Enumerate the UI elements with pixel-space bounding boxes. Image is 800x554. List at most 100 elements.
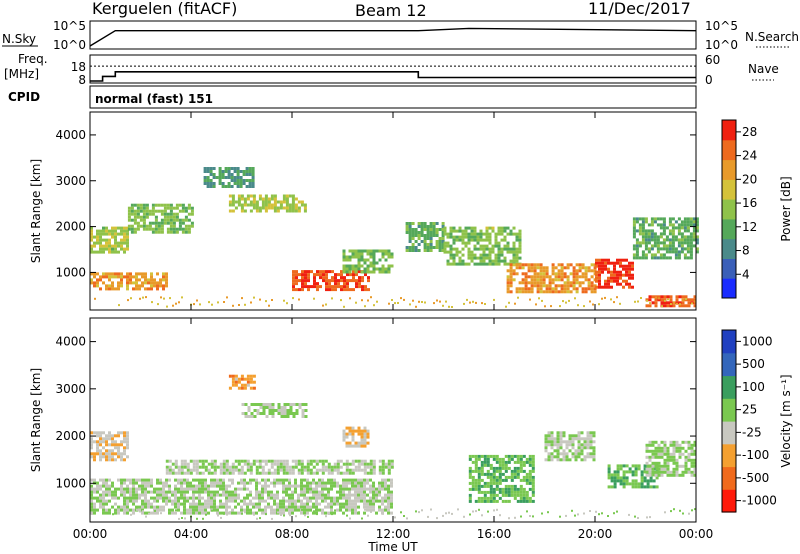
velocity-cell	[306, 481, 309, 485]
power-cell	[691, 302, 693, 305]
velocity-cell	[663, 446, 667, 450]
power-cell	[233, 167, 237, 170]
velocity-cell	[288, 496, 291, 500]
power-cell	[325, 288, 328, 292]
velocity-cell	[297, 499, 300, 503]
power-cell	[178, 218, 182, 222]
power-cell	[512, 269, 516, 273]
power-colorbar-label: Power [dB]	[779, 176, 793, 241]
velocity-cell	[471, 460, 475, 464]
power-cell	[292, 288, 295, 292]
velocity-cell	[243, 499, 246, 503]
velocity-cell	[261, 499, 264, 503]
velocity-cell	[102, 440, 105, 444]
velocity-cell	[114, 434, 117, 438]
velocity-cell	[649, 479, 653, 483]
power-cell	[684, 295, 688, 299]
velocity-cell	[286, 409, 290, 412]
velocity-cell	[141, 511, 144, 515]
colorbar-swatch	[722, 199, 736, 220]
velocity-cell	[267, 471, 271, 475]
power-cell	[129, 281, 132, 285]
power-cell	[411, 228, 415, 231]
power-cell	[559, 305, 561, 308]
velocity-cell	[345, 471, 349, 475]
power-cell	[303, 206, 307, 210]
velocity-cell	[468, 499, 472, 503]
power-cell	[689, 235, 693, 239]
power-cell	[250, 301, 252, 304]
power-cell	[139, 203, 143, 207]
velocity-cell	[363, 438, 367, 442]
power-cell	[488, 262, 492, 266]
velocity-cell	[384, 462, 388, 466]
power-cell	[142, 212, 146, 216]
velocity-cell	[663, 440, 667, 444]
velocity-cell	[111, 449, 114, 453]
power-cell	[452, 256, 456, 260]
velocity-cell	[348, 429, 352, 433]
velocity-cell	[186, 468, 190, 472]
power-cell	[342, 258, 346, 262]
velocity-cell	[369, 468, 373, 472]
velocity-cell	[504, 487, 508, 491]
power-cell	[334, 288, 337, 292]
velocity-cell	[525, 460, 529, 464]
velocity-cell	[324, 505, 327, 509]
power-cell	[509, 272, 513, 276]
velocity-cell	[495, 454, 499, 458]
velocity-cell	[267, 459, 271, 463]
power-cell	[381, 252, 385, 256]
velocity-cell	[129, 499, 132, 503]
power-cell	[610, 279, 613, 283]
velocity-cell	[354, 487, 357, 491]
velocity-cell	[300, 499, 303, 503]
power-cell	[435, 231, 439, 234]
velocity-cell	[90, 505, 93, 509]
power-cell	[506, 269, 510, 273]
power-cell	[687, 298, 691, 302]
velocity-cell	[354, 444, 358, 448]
velocity-cell	[243, 496, 246, 500]
power-cell	[686, 250, 690, 254]
velocity-cell	[504, 463, 508, 467]
power-cell	[473, 247, 477, 251]
velocity-cell	[267, 505, 270, 509]
velocity-cell	[531, 481, 535, 485]
velocity-cell	[114, 458, 117, 462]
velocity-cell	[339, 490, 342, 494]
velocity-cell	[99, 499, 102, 503]
velocity-cell	[198, 471, 202, 475]
velocity-cell	[93, 478, 96, 482]
velocity-cell	[183, 508, 186, 512]
power-cell	[387, 249, 391, 253]
power-cell	[142, 218, 146, 222]
velocity-cell	[660, 446, 664, 450]
velocity-cell	[378, 505, 381, 509]
velocity-cell	[286, 403, 290, 406]
power-cell	[692, 235, 696, 239]
velocity-cell	[336, 465, 340, 469]
velocity-cell	[330, 468, 334, 472]
power-cell	[449, 232, 453, 236]
power-cell	[285, 197, 289, 201]
power-cell	[301, 276, 304, 280]
velocity-cell	[333, 462, 337, 466]
power-cell	[530, 269, 534, 273]
velocity-cell	[213, 459, 217, 463]
power-cell	[677, 223, 681, 227]
power-cell	[105, 241, 108, 245]
power-cell	[628, 282, 631, 286]
power-cell	[635, 250, 639, 254]
power-cell	[467, 232, 471, 236]
power-cell	[120, 272, 123, 276]
power-cell	[369, 261, 373, 265]
velocity-cell	[168, 487, 171, 491]
power-cell	[126, 235, 129, 239]
velocity-cell	[351, 432, 355, 436]
velocity-cell	[243, 377, 247, 381]
power-cell	[672, 301, 676, 305]
velocity-cell	[657, 449, 661, 453]
velocity-cell	[487, 510, 489, 513]
velocity-cell	[598, 513, 600, 516]
